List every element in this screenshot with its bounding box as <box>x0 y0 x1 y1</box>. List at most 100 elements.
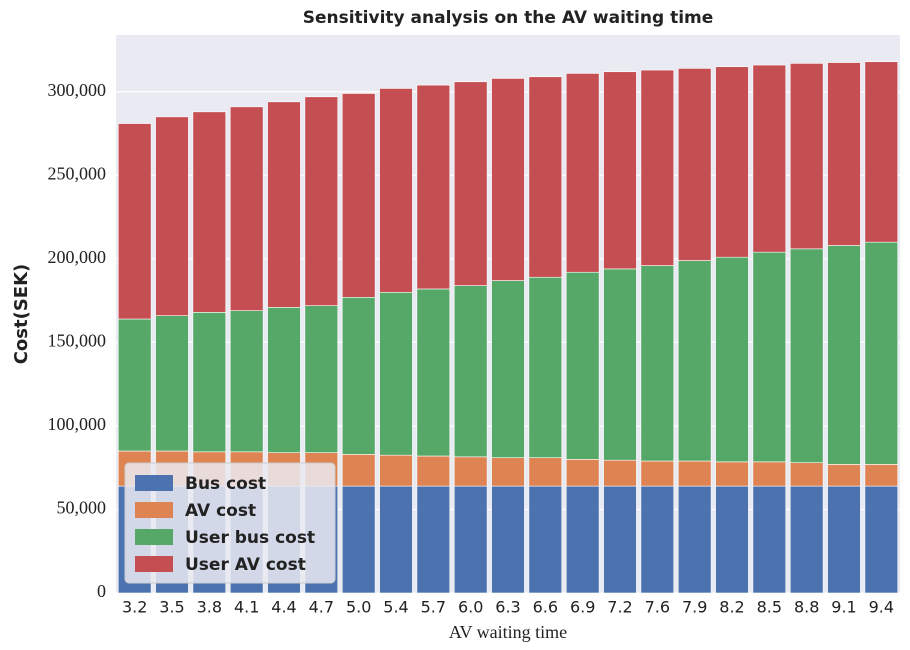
legend-swatch <box>135 475 173 491</box>
bar-segment <box>341 485 376 594</box>
bar-segment <box>341 454 376 487</box>
bar-segment <box>715 66 749 258</box>
bar-segment <box>155 116 189 316</box>
bar-segment <box>603 459 637 487</box>
x-tick-label: 3.8 <box>197 598 222 617</box>
bar-segment <box>752 64 787 253</box>
bar-segment <box>117 318 152 452</box>
x-tick-label: 8.5 <box>757 598 782 617</box>
bar-segment <box>416 455 451 487</box>
y-tick-label: 250,000 <box>48 163 107 183</box>
bar-segment <box>491 280 525 458</box>
x-tick-label: 4.7 <box>309 598 334 617</box>
bar-segment <box>528 276 563 458</box>
bar-segment <box>715 256 749 463</box>
legend-label: User AV cost <box>185 555 306 575</box>
bar-segment <box>341 296 376 455</box>
x-tick-label: 4.4 <box>271 598 296 617</box>
y-tick-label: 0 <box>97 581 106 601</box>
bar-segment <box>528 457 563 487</box>
bar-segment <box>677 460 712 487</box>
bar-segment <box>267 307 301 453</box>
bar-segment <box>341 93 376 298</box>
x-axis-label: AV waiting time <box>449 622 567 642</box>
bar-segment <box>640 460 675 487</box>
y-tick-label: 100,000 <box>48 414 107 434</box>
chart-title: Sensitivity analysis on the AV waiting t… <box>303 8 714 28</box>
bar-segment <box>752 461 787 487</box>
bar-segment <box>416 485 451 594</box>
legend-swatch <box>135 556 173 572</box>
bar-segment <box>379 88 413 293</box>
x-tick-label: 6.0 <box>458 598 483 617</box>
bar-segment <box>565 459 600 487</box>
y-axis-label: Cost(SEK) <box>11 264 32 365</box>
bar-segment <box>827 62 861 246</box>
bar-segment <box>827 485 861 594</box>
legend-swatch <box>135 529 173 545</box>
x-tick-label: 6.6 <box>533 598 558 617</box>
x-tick-label: 3.2 <box>122 598 147 617</box>
bar-segment <box>864 61 899 243</box>
bar-segment <box>640 69 675 266</box>
bar-segment <box>229 310 264 453</box>
bar-segment <box>789 462 824 487</box>
legend-label: Bus cost <box>185 474 266 494</box>
x-tick-label: 7.6 <box>645 598 670 617</box>
bar-segment <box>453 285 488 458</box>
bar-segment <box>677 68 712 261</box>
bar-segment <box>491 485 525 594</box>
bar-segment <box>677 485 712 594</box>
bar-segment <box>453 81 488 286</box>
bar-segment <box>379 454 413 487</box>
x-tick-label: 3.5 <box>159 598 184 617</box>
bar-segment <box>379 291 413 456</box>
legend-label: User bus cost <box>185 528 315 548</box>
bar-segment <box>640 485 675 594</box>
x-tick-label: 9.1 <box>831 598 856 617</box>
bar-segment <box>565 271 600 460</box>
x-tick-label: 8.8 <box>794 598 819 617</box>
x-tick-label: 5.0 <box>346 598 371 617</box>
x-tick-label: 7.9 <box>682 598 707 617</box>
bar-segment <box>864 464 899 487</box>
bar-segment <box>864 485 899 594</box>
x-tick-label: 6.3 <box>495 598 520 617</box>
x-tick-label: 4.1 <box>234 598 259 617</box>
bar-segment <box>267 101 301 308</box>
bar-segment <box>715 485 749 594</box>
bar-segment <box>453 456 488 487</box>
bar-segment <box>603 71 637 270</box>
bar-segment <box>864 241 899 465</box>
bar-segment <box>565 73 600 273</box>
x-tick-label: 5.4 <box>383 598 408 617</box>
bar-segment <box>229 106 264 311</box>
bar-segment <box>416 84 451 290</box>
bar-segment <box>117 123 152 320</box>
bar-segment <box>827 464 861 487</box>
y-tick-label: 50,000 <box>57 498 107 518</box>
bar-segment <box>827 245 861 465</box>
bar-segment <box>640 265 675 462</box>
x-tick-label: 7.2 <box>607 598 632 617</box>
y-tick-label: 200,000 <box>48 247 107 267</box>
bar-segment <box>379 485 413 594</box>
legend-swatch <box>135 502 173 518</box>
bar-segment <box>677 260 712 462</box>
bar-segment <box>416 288 451 457</box>
bar-segment <box>752 251 787 463</box>
bar-segment <box>528 76 563 278</box>
bar-segment <box>192 111 227 313</box>
bar-segment <box>752 485 787 594</box>
x-tick-label: 9.4 <box>869 598 894 617</box>
bar-segment <box>789 63 824 250</box>
x-tick-label: 5.7 <box>421 598 446 617</box>
bar-segment <box>304 96 339 306</box>
bar-segment <box>603 485 637 594</box>
bar-segment <box>155 315 189 452</box>
y-tick-label: 150,000 <box>48 331 107 351</box>
y-tick-label: 300,000 <box>48 80 107 100</box>
bar-segment <box>453 485 488 594</box>
legend-box <box>124 462 336 584</box>
